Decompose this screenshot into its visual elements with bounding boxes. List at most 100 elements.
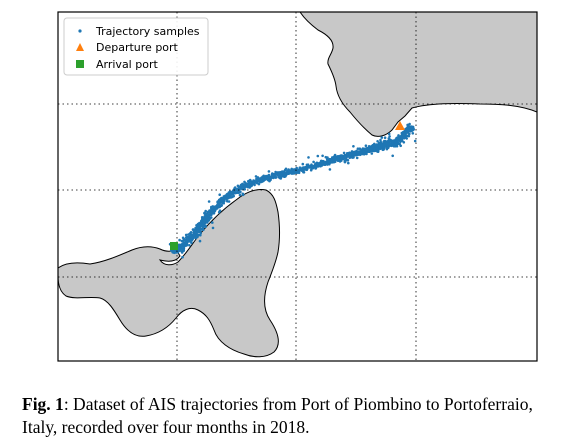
trajectory-sample-point: [216, 202, 220, 206]
trajectory-sample-point: [181, 248, 185, 251]
trajectory-sample-point: [312, 160, 315, 164]
trajectory-sample-point: [211, 226, 215, 230]
trajectory-sample-point: [218, 193, 221, 196]
trajectory-sample-point: [305, 163, 309, 167]
trajectory-sample-point: [382, 140, 385, 144]
trajectory-sample-point: [210, 205, 213, 209]
trajectory-sample-point: [279, 177, 283, 180]
trajectory-sample-point: [373, 144, 376, 147]
trajectory-sample-point: [342, 151, 346, 155]
trajectory-sample-point: [362, 150, 365, 153]
trajectory-sample-point: [178, 247, 182, 251]
trajectory-sample-point: [404, 128, 408, 131]
trajectory-sample-point: [283, 172, 286, 175]
trajectory-sample-point: [220, 203, 223, 207]
trajectory-sample-point: [384, 144, 387, 147]
legend-label-trajectory: Trajectory samples: [95, 25, 200, 38]
trajectory-sample-point: [248, 178, 252, 182]
trajectory-sample-point: [195, 224, 198, 227]
trajectory-sample-point: [287, 169, 290, 172]
trajectory-sample-point: [367, 150, 371, 153]
trajectory-sample-point: [376, 140, 379, 143]
trajectory-sample-point: [395, 142, 398, 146]
trajectory-sample-point: [356, 147, 360, 150]
trajectory-sample-point: [226, 192, 229, 196]
trajectory-sample-point: [321, 154, 324, 158]
trajectory-sample-point: [292, 171, 295, 175]
trajectory-sample-point: [379, 138, 382, 142]
trajectory-sample-point: [413, 139, 417, 143]
trajectory-sample-point: [327, 158, 330, 162]
trajectory-sample-point: [338, 160, 342, 163]
trajectory-sample-point: [241, 192, 245, 196]
legend-marker-trajectory: [78, 29, 82, 33]
trajectory-sample-point: [347, 161, 350, 165]
trajectory-sample-point: [231, 195, 234, 199]
trajectory-sample-point: [184, 233, 188, 237]
trajectory-sample-point: [238, 193, 242, 197]
trajectory-sample-point: [269, 175, 273, 179]
trajectory-sample-point: [229, 193, 232, 196]
trajectory-sample-point: [402, 141, 406, 144]
trajectory-sample-point: [394, 140, 397, 143]
trajectory-sample-point: [408, 122, 411, 126]
trajectory-sample-point: [387, 137, 391, 140]
trajectory-sample-point: [290, 169, 294, 173]
trajectory-sample-point: [190, 235, 194, 239]
grid: [58, 12, 537, 361]
trajectory-sample-point: [219, 197, 222, 201]
trajectory-sample-point: [198, 239, 202, 243]
trajectory-sample-point: [343, 155, 347, 159]
trajectory-sample-point: [264, 176, 267, 179]
trajectory-sample-point: [298, 168, 301, 172]
trajectory-sample-point: [309, 168, 313, 172]
trajectory-sample-point: [303, 167, 307, 170]
trajectory-sample-point: [411, 132, 415, 135]
trajectory-sample-point: [380, 136, 384, 139]
trajectory-sample-point: [277, 171, 281, 175]
trajectory-sample-point: [195, 231, 198, 235]
trajectory-sample-point: [348, 155, 351, 159]
trajectory-sample-point: [283, 168, 287, 172]
trajectory-sample-point: [338, 155, 341, 158]
trajectory-sample-point: [211, 221, 214, 224]
trajectory-sample-point: [267, 170, 271, 173]
trajectory-sample-point: [332, 155, 336, 159]
departure-port-marker: [395, 121, 405, 130]
legend-box: [63, 17, 209, 76]
trajectory-sample-point: [187, 240, 190, 243]
trajectory-sample-point: [243, 180, 246, 184]
trajectory-sample-point: [288, 171, 292, 175]
trajectory-sample-point: [178, 238, 181, 242]
caption-text: : Dataset of AIS trajectories from Port …: [22, 394, 533, 437]
trajectory-sample-point: [255, 181, 259, 185]
trajectory-sample-point: [193, 230, 196, 233]
trajectory-sample-point: [392, 144, 396, 148]
trajectory-sample-point: [401, 130, 405, 134]
legend-label-arrival: Arrival port: [96, 58, 158, 71]
trajectory-sample-point: [396, 138, 399, 141]
trajectory-sample-point: [188, 244, 191, 247]
trajectory-sample-point: [201, 217, 204, 221]
trajectory-sample-point: [205, 219, 209, 223]
trajectory-sample-point: [285, 171, 289, 175]
trajectory-sample-point: [199, 231, 202, 235]
trajectory-sample-point: [232, 192, 235, 195]
trajectory-sample-point: [185, 235, 189, 239]
trajectory-sample-point: [406, 126, 410, 129]
trajectory-sample-point: [375, 149, 379, 153]
trajectory-sample-point: [202, 225, 206, 228]
mainland-landmass: [299, 12, 537, 137]
trajectory-sample-point: [213, 205, 217, 209]
trajectory-sample-point: [397, 136, 401, 139]
trajectory-sample-point: [198, 224, 201, 228]
trajectory-sample-point: [195, 234, 199, 237]
trajectory-sample-point: [314, 165, 317, 168]
trajectory-sample-point: [378, 144, 382, 147]
legend-marker-arrival: [76, 60, 84, 68]
trajectory-sample-point: [194, 236, 198, 240]
trajectory-sample-point: [399, 138, 403, 142]
trajectory-sample-point: [292, 168, 296, 172]
trajectory-sample-point: [408, 132, 411, 136]
